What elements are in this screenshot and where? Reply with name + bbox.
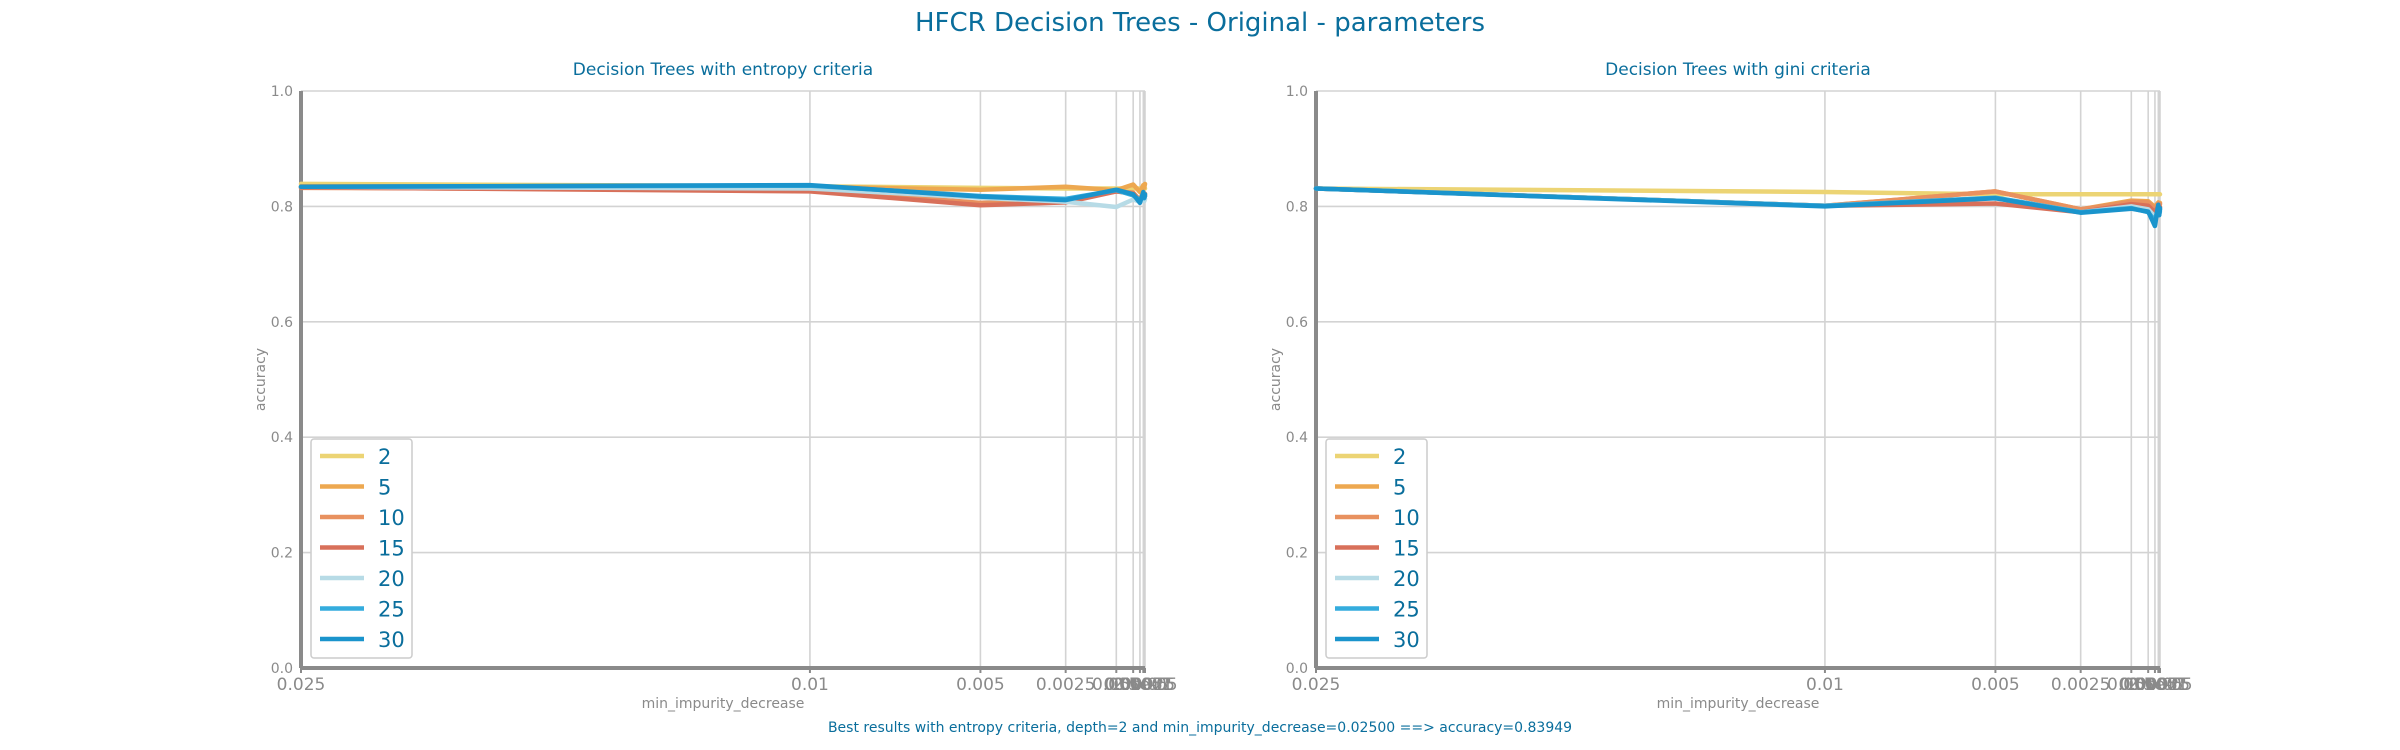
- legend-label-25: 25: [1393, 598, 1420, 622]
- x-tick-label: 0.0025: [1036, 675, 1095, 695]
- x-tick-label: 0.0005: [1103, 675, 1162, 695]
- y-axis-label: accuracy: [253, 348, 269, 411]
- x-tick-label: 0.001: [2107, 675, 2156, 695]
- x-tick-label: 2.5e-05: [1112, 675, 1177, 695]
- legend-label-2: 2: [378, 445, 391, 469]
- x-tick-label: 0.001: [1092, 675, 1141, 695]
- y-tick-label: 0.0: [1286, 661, 1308, 677]
- legend-label-5: 5: [1393, 476, 1406, 500]
- legend-label-2: 2: [1393, 445, 1406, 469]
- y-tick-label: 1.0: [1286, 84, 1308, 100]
- x-tick-label: 0.005: [1971, 675, 2020, 695]
- x-axis-label: min_impurity_decrease: [642, 696, 805, 712]
- x-tick-label: 5e-05: [1120, 675, 1169, 695]
- plot-title: Decision Trees with entropy criteria: [573, 60, 873, 80]
- legend-label-20: 20: [1393, 567, 1420, 591]
- y-tick-label: 0.2: [1286, 546, 1308, 562]
- x-tick-label: 0.025: [277, 675, 326, 695]
- y-tick-label: 0.6: [1286, 315, 1308, 331]
- x-tick-label: 0.01: [1806, 675, 1844, 695]
- plot-1: 0.00.20.40.60.81.00.025 0.01 0.005 0.00250.…: [253, 60, 1178, 712]
- x-tick-label: 0.0001: [1114, 675, 1173, 695]
- x-tick-label: 0.025: [1292, 675, 1341, 695]
- y-tick-label: 0.0: [271, 661, 293, 677]
- legend-label-30: 30: [378, 628, 405, 652]
- figure-title: HFCR Decision Trees - Original - paramet…: [914, 8, 1486, 38]
- y-tick-label: 0.8: [1286, 199, 1308, 215]
- y-tick-label: 0.4: [271, 430, 293, 446]
- plot-2: 0.00.20.40.60.81.00.025 0.01 0.005 0.00250.…: [1268, 60, 2193, 712]
- x-tick-label: 0.00025: [2120, 675, 2190, 695]
- x-tick-label: 0.0025: [2051, 675, 2110, 695]
- y-tick-label: 0.6: [271, 315, 293, 331]
- plot-title: Decision Trees with gini criteria: [1605, 60, 1871, 80]
- x-tick-label: 0.0001: [2129, 675, 2188, 695]
- series-line-2: [1313, 186, 2163, 197]
- y-tick-label: 0.8: [271, 199, 293, 215]
- x-tick-label: 0.00025: [1105, 675, 1175, 695]
- legend-label-25: 25: [378, 598, 405, 622]
- y-tick-label: 1.0: [271, 84, 293, 100]
- legend-label-5: 5: [378, 476, 391, 500]
- legend-label-10: 10: [378, 506, 405, 530]
- series-line-5: [298, 181, 1148, 195]
- legend-label-20: 20: [378, 567, 405, 591]
- series-line-30: [1313, 186, 2163, 229]
- legend-label-10: 10: [1393, 506, 1420, 530]
- x-tick-label: 0.0005: [2118, 675, 2177, 695]
- legend-label-15: 15: [1393, 537, 1420, 561]
- legend-label-15: 15: [378, 537, 405, 561]
- series-line-30: [298, 182, 1148, 206]
- x-tick-label: 0.005: [956, 675, 1005, 695]
- x-axis-label: min_impurity_decrease: [1657, 696, 1820, 712]
- best-results-note: Best results with entropy criteria, dept…: [827, 720, 1573, 736]
- y-tick-label: 0.2: [271, 546, 293, 562]
- x-tick-label: 0.01: [791, 675, 829, 695]
- x-tick-label: 2.5e-05: [2127, 675, 2192, 695]
- y-tick-label: 0.4: [1286, 430, 1308, 446]
- y-axis-label: accuracy: [1268, 348, 1284, 411]
- legend-label-30: 30: [1393, 628, 1420, 652]
- x-tick-label: 5e-05: [2135, 675, 2184, 695]
